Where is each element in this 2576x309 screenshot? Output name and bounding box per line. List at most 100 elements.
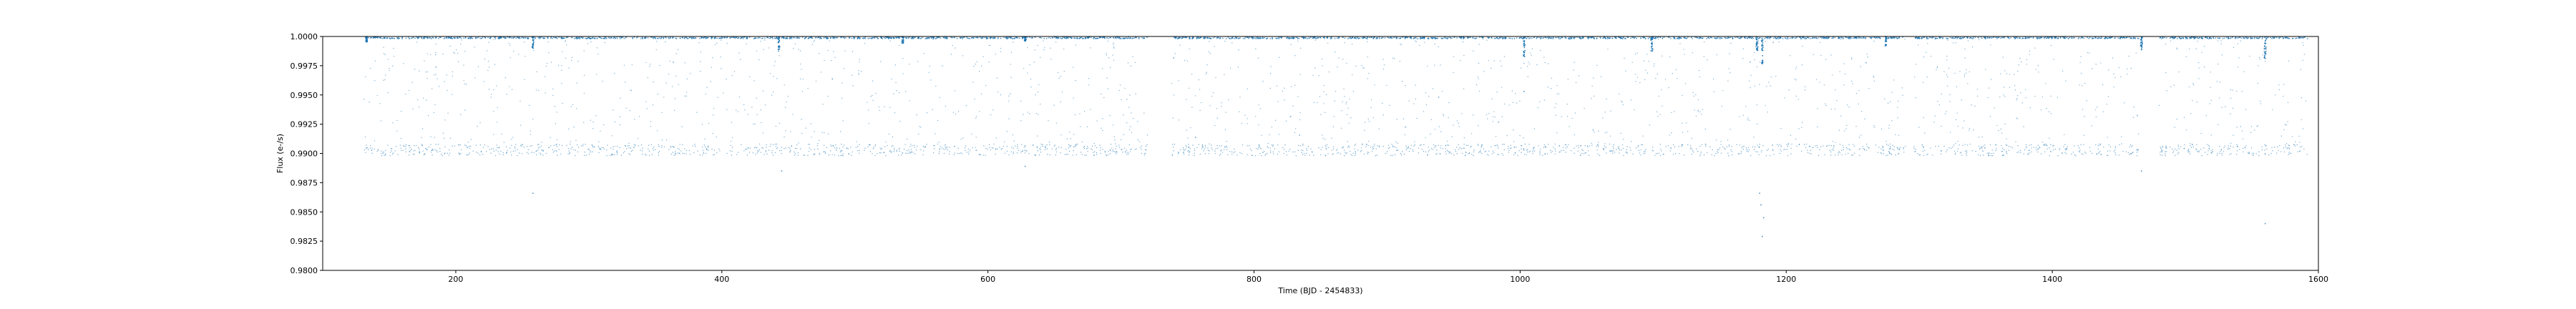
data-point	[982, 154, 984, 156]
data-point	[688, 149, 691, 152]
data-point	[1888, 127, 1890, 129]
data-point	[869, 151, 872, 152]
data-point	[1963, 36, 1966, 39]
data-point	[1370, 36, 1372, 38]
data-point	[1488, 112, 1490, 114]
data-point	[1833, 146, 1835, 147]
data-point	[1364, 129, 1365, 131]
data-point	[874, 154, 876, 157]
data-point	[769, 145, 771, 147]
data-point	[923, 53, 924, 54]
data-point	[817, 143, 819, 144]
data-point	[1458, 144, 1460, 146]
data-point	[1543, 37, 1544, 39]
data-point	[1006, 36, 1008, 39]
data-point	[1934, 38, 1936, 39]
data-point	[1949, 101, 1951, 102]
data-point	[1812, 36, 1814, 39]
data-point	[477, 152, 479, 154]
data-point	[834, 154, 836, 156]
data-point	[507, 36, 509, 38]
data-point	[1007, 37, 1009, 39]
data-point	[706, 87, 708, 88]
data-point	[1231, 38, 1232, 39]
data-point	[1458, 126, 1460, 127]
data-point	[871, 38, 873, 39]
data-point	[625, 37, 627, 39]
data-point	[731, 150, 733, 152]
data-point	[1745, 147, 1747, 149]
data-point	[1747, 119, 1748, 121]
data-point	[1234, 38, 1236, 39]
data-point	[454, 145, 456, 147]
data-point	[1431, 37, 1433, 39]
data-point	[1310, 36, 1312, 38]
data-point	[985, 84, 987, 87]
data-point	[1697, 99, 1699, 101]
data-point	[764, 104, 766, 106]
data-point	[467, 154, 469, 156]
data-point	[922, 36, 923, 39]
data-point	[789, 147, 791, 149]
data-point	[1199, 36, 1201, 39]
data-point	[1219, 154, 1221, 156]
data-point	[1026, 36, 1028, 39]
data-point	[927, 36, 929, 39]
data-point	[804, 37, 806, 39]
data-point	[640, 144, 643, 146]
data-point	[785, 37, 786, 39]
data-point	[1800, 38, 1802, 39]
data-point	[1075, 44, 1077, 46]
data-point	[1584, 144, 1586, 147]
data-point	[1191, 38, 1193, 39]
data-point	[1833, 36, 1834, 38]
data-point	[922, 145, 924, 147]
data-point	[1204, 38, 1205, 39]
data-point	[1715, 37, 1717, 39]
data-point	[938, 153, 940, 154]
data-point	[387, 92, 389, 94]
data-point	[1834, 36, 1835, 39]
data-point	[918, 37, 920, 39]
data-point	[487, 36, 489, 39]
data-point	[1573, 69, 1574, 71]
data-point	[550, 36, 552, 38]
data-point	[1101, 36, 1102, 38]
data-point	[1374, 36, 1375, 38]
data-point	[2062, 36, 2064, 38]
data-point	[771, 149, 773, 152]
data-point	[1519, 134, 1521, 137]
data-point	[1699, 155, 1701, 157]
data-point	[2016, 98, 2018, 99]
data-point	[527, 149, 530, 150]
data-point	[980, 154, 981, 156]
data-point	[665, 82, 667, 84]
data-point	[1354, 36, 1356, 39]
data-point	[1141, 145, 1143, 147]
data-point	[431, 38, 432, 39]
data-point	[682, 144, 683, 146]
data-point	[931, 36, 933, 38]
data-point	[1297, 149, 1299, 151]
data-point	[1523, 137, 1524, 139]
data-point	[1327, 42, 1329, 44]
data-point	[1367, 144, 1369, 147]
data-point	[435, 54, 436, 56]
data-point	[1602, 37, 1604, 39]
data-point	[1387, 36, 1389, 39]
data-point	[890, 37, 892, 39]
data-point	[661, 139, 663, 141]
data-point	[1642, 135, 1644, 137]
data-point	[525, 37, 527, 39]
data-point	[379, 37, 381, 39]
data-point	[1350, 117, 1352, 119]
data-point	[1865, 62, 1867, 64]
data-point	[1841, 149, 1843, 151]
data-point	[689, 36, 691, 39]
data-point	[1727, 36, 1729, 38]
data-point	[1794, 37, 1796, 39]
data-point	[423, 154, 424, 155]
data-point	[537, 37, 540, 39]
data-point	[841, 154, 843, 156]
data-point	[2131, 38, 2133, 39]
